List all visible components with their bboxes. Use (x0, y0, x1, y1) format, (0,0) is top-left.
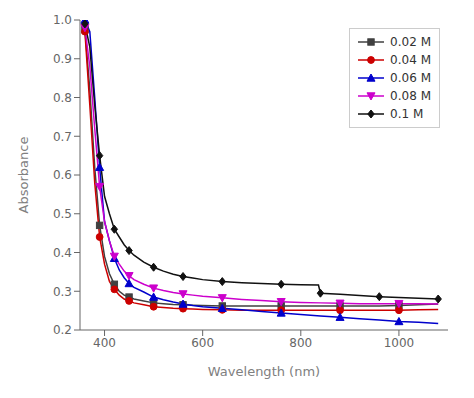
html-text:0.04 M: 0.04 M (390, 53, 431, 67)
html-text:0.1 M: 0.1 M (390, 107, 424, 121)
svg-text:800: 800 (289, 336, 312, 350)
html-text:0.06 M: 0.06 M (390, 71, 431, 85)
svg-text:400: 400 (93, 336, 116, 350)
svg-text:Absorbance: Absorbance (16, 137, 31, 214)
svg-text:0.3: 0.3 (53, 285, 72, 299)
svg-text:Wavelength (nm): Wavelength (nm) (208, 364, 320, 379)
svg-text:0.7: 0.7 (53, 130, 72, 144)
svg-text:1000: 1000 (384, 336, 415, 350)
svg-text:1.0: 1.0 (53, 13, 72, 27)
html-text:0.02 M: 0.02 M (390, 35, 431, 49)
html-text:0.08 M: 0.08 M (390, 89, 431, 103)
svg-text:0.9: 0.9 (53, 52, 72, 66)
svg-text:0.5: 0.5 (53, 207, 72, 221)
svg-text:600: 600 (191, 336, 214, 350)
svg-text:0.8: 0.8 (53, 91, 72, 105)
svg-text:0.6: 0.6 (53, 168, 72, 182)
svg-text:0.2: 0.2 (53, 323, 72, 337)
svg-text:0.4: 0.4 (53, 246, 72, 260)
